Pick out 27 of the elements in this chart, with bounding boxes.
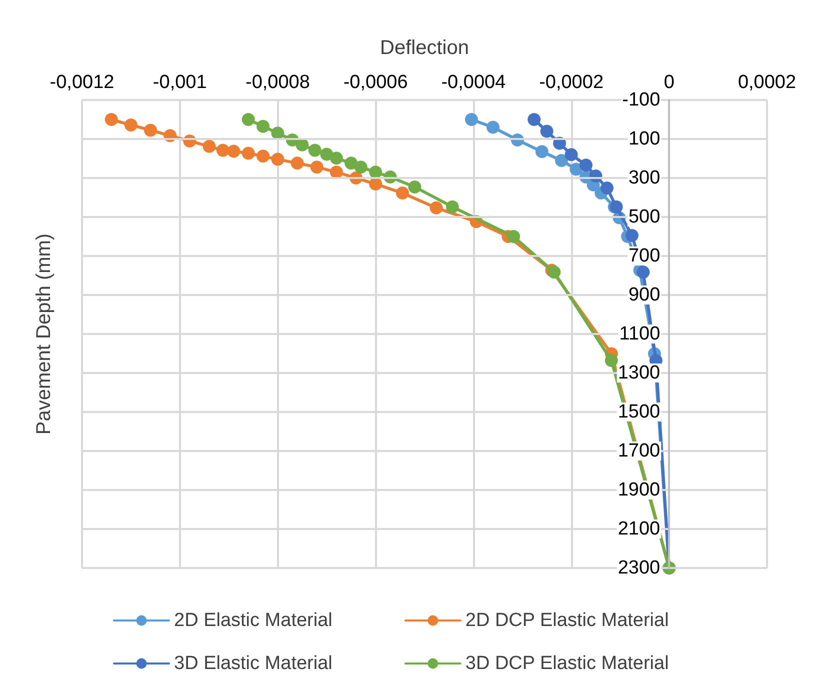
y-tick-label: 300 bbox=[628, 168, 660, 188]
y-tick-label: 100 bbox=[628, 128, 660, 150]
x-axis-title: Deflection bbox=[380, 37, 469, 59]
y-tick-label: 1100 bbox=[619, 324, 660, 344]
x-tick-label: -0,0008 bbox=[245, 72, 310, 93]
x-tick-label: -0,0004 bbox=[441, 72, 506, 93]
y-tick-label: 900 bbox=[628, 284, 660, 306]
x-tick-label: -0,001 bbox=[152, 72, 207, 93]
y-tick-label: 2100 bbox=[618, 518, 660, 540]
y-tick-label: -100 bbox=[622, 90, 660, 110]
legend-label: 2D DCP Elastic Material bbox=[465, 610, 669, 631]
legend-label: 3D Elastic Material bbox=[174, 653, 332, 674]
y-tick-label: 1300 bbox=[618, 362, 660, 384]
x-tick-label: 0 bbox=[664, 72, 674, 93]
y-tick-label: 2300 bbox=[618, 558, 660, 578]
x-tick-label: 0,0002 bbox=[738, 72, 796, 93]
x-tick-label: -0,0006 bbox=[343, 72, 408, 93]
y-tick-label: 1900 bbox=[618, 480, 660, 500]
y-tick-label: 700 bbox=[628, 246, 660, 266]
legend-label: 3D DCP Elastic Material bbox=[465, 653, 669, 674]
legend-label: 2D Elastic Material bbox=[174, 610, 332, 631]
x-tick-label: -0,0002 bbox=[539, 72, 604, 93]
y-tick-label: 500 bbox=[628, 206, 660, 228]
x-tick-label: -0,0012 bbox=[50, 72, 114, 93]
y-axis-title: Pavement Depth (mm) bbox=[33, 233, 55, 435]
y-tick-label: 1500 bbox=[618, 402, 660, 422]
y-tick-label: 1700 bbox=[618, 440, 660, 462]
